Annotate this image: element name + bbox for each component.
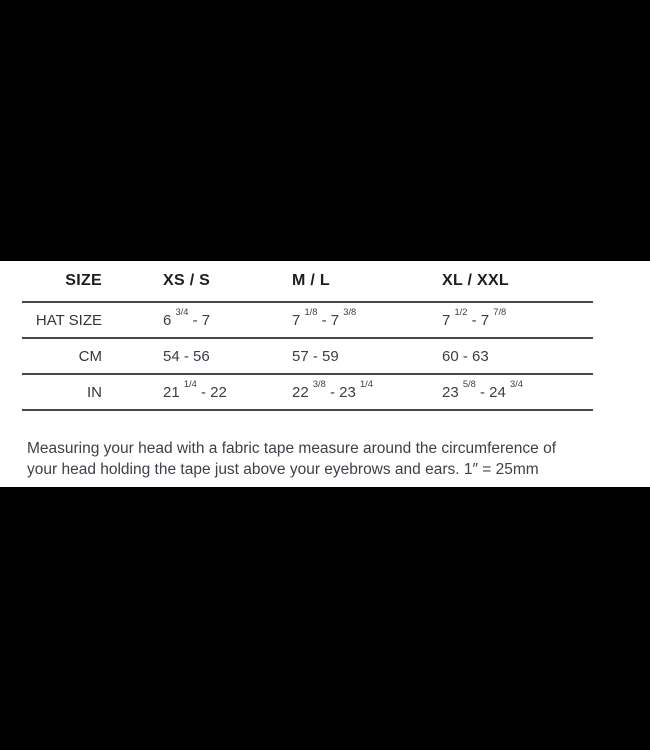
measuring-note: Measuring your head with a fabric tape m… <box>27 438 627 480</box>
fraction: 3/4 <box>175 306 189 317</box>
top-letterbox <box>0 0 650 261</box>
fraction: 1/4 <box>183 378 197 389</box>
size-cell: 7 1/2 - 7 7/8 <box>442 302 593 339</box>
fraction: 7/8 <box>493 306 507 317</box>
bottom-letterbox <box>0 487 650 750</box>
size-cell: 22 3/8 - 23 1/4 <box>292 374 442 411</box>
column-header-xs-s: XS / S <box>163 261 292 303</box>
fraction: 1/4 <box>359 378 373 389</box>
size-cell: 23 5/8 - 24 3/4 <box>442 374 593 411</box>
fraction: 1/8 <box>304 306 318 317</box>
row-label: IN <box>22 374 163 411</box>
fraction: 3/8 <box>312 378 326 389</box>
size-cell: 21 1/4 - 22 <box>163 374 292 411</box>
size-cell: 6 3/4 - 7 <box>163 302 292 339</box>
size-cell: 57 - 59 <box>292 338 442 375</box>
row-label: HAT SIZE <box>22 302 163 339</box>
row-label: CM <box>22 338 163 375</box>
fraction: 5/8 <box>462 378 476 389</box>
column-header-size: SIZE <box>22 261 163 303</box>
size-cell: 60 - 63 <box>442 338 593 375</box>
fraction: 3/4 <box>509 378 523 389</box>
note-line: your head holding the tape just above yo… <box>27 461 539 478</box>
fraction: 3/8 <box>343 306 357 317</box>
column-header-m-l: M / L <box>292 261 442 303</box>
table-row: CM 54 - 56 57 - 59 60 - 63 <box>22 338 593 375</box>
note-line: Measuring your head with a fabric tape m… <box>27 440 557 457</box>
size-cell: 7 1/8 - 7 3/8 <box>292 302 442 339</box>
column-header-xl-xxl: XL / XXL <box>442 261 593 303</box>
fraction: 1/2 <box>454 306 468 317</box>
table-row: IN 21 1/4 - 22 22 3/8 - 23 1/4 23 5/8 - 24 … <box>22 374 593 411</box>
size-cell: 54 - 56 <box>163 338 292 375</box>
